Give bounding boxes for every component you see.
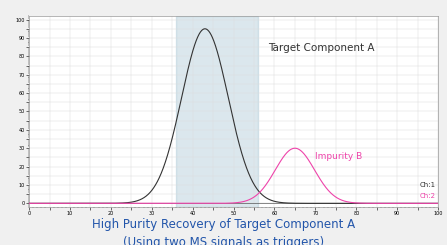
Text: Ch:2: Ch:2 (420, 193, 436, 199)
Text: High Purity Recovery of Target Component A: High Purity Recovery of Target Component… (92, 218, 355, 231)
Text: Ch:1: Ch:1 (420, 182, 436, 188)
Bar (176, 16, 258, 207)
Text: (Using two MS signals as triggers): (Using two MS signals as triggers) (123, 235, 324, 245)
Text: Target Component A: Target Component A (268, 43, 375, 53)
Text: Impurity B: Impurity B (316, 152, 363, 161)
